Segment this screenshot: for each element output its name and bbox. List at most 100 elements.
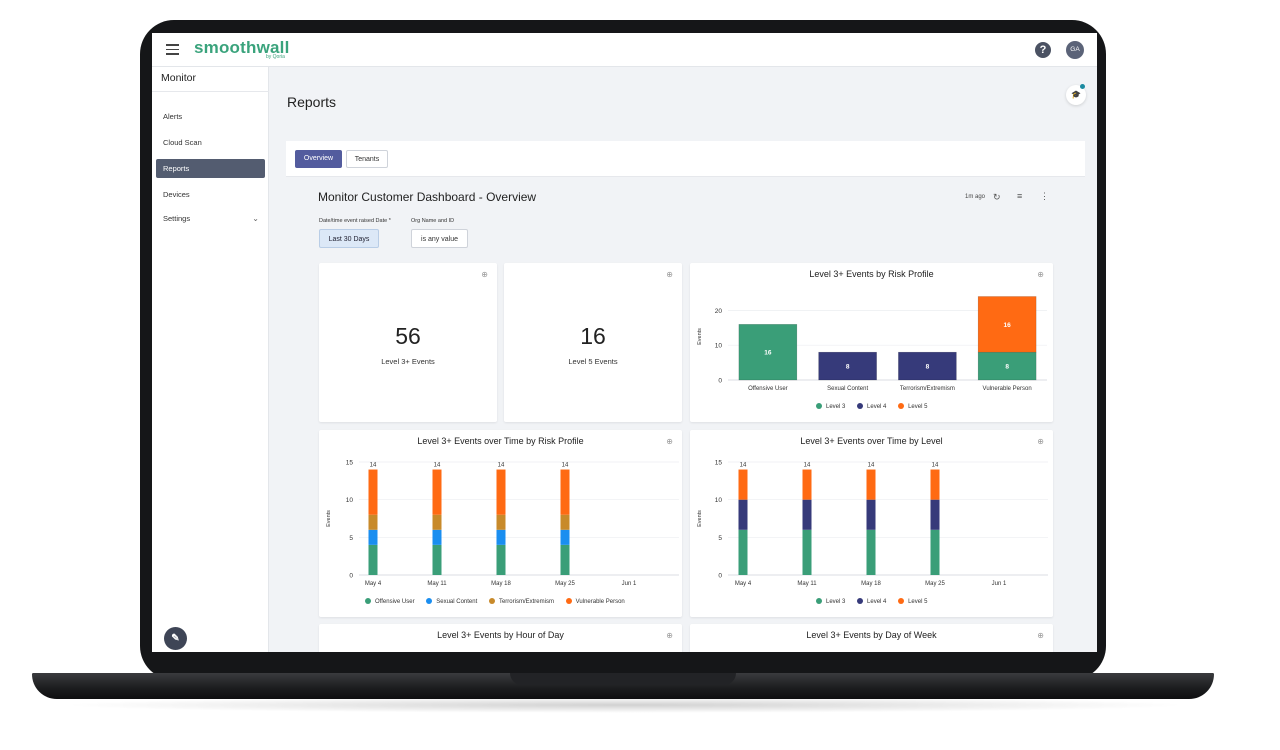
bar-segment [930, 469, 940, 500]
bar-segment [368, 529, 378, 545]
kpi-card-level3: ⊕ 56 Level 3+ Events [319, 263, 497, 422]
x-tick-label: May 4 [735, 581, 752, 587]
chat-support-icon[interactable]: ✎ [164, 627, 187, 650]
y-tick-label: 10 [715, 497, 723, 504]
chart-card-time-risk-profile: Level 3+ Events over Time by Risk Profil… [319, 430, 682, 617]
bar-segment [432, 514, 442, 530]
x-tick-label: May 11 [427, 581, 447, 587]
y-axis-label: Events [697, 328, 703, 345]
legend-item: Level 4 [857, 598, 887, 605]
total-label: 14 [434, 463, 441, 469]
bar-segment [560, 469, 570, 515]
x-tick-label: May 18 [861, 581, 881, 587]
brand-subtitle: by Qoria [266, 54, 285, 60]
kpi-card-level5: ⊕ 16 Level 5 Events [504, 263, 682, 422]
bar-segment [496, 544, 506, 575]
bar-segment [738, 469, 748, 500]
y-tick-label: 10 [715, 343, 723, 350]
total-label: 14 [932, 463, 939, 469]
sidebar-divider [152, 91, 269, 92]
data-label: 8 [1005, 364, 1009, 371]
bar-segment [977, 296, 1037, 353]
chart-title: Level 3+ Events by Risk Profile [809, 269, 934, 279]
bar-segment [738, 324, 798, 381]
kpi-label: Level 5 Events [568, 357, 618, 366]
menu-icon[interactable] [166, 44, 179, 55]
tab-tenants[interactable]: Tenants [346, 150, 388, 168]
globe-icon[interactable]: ⊕ [1037, 437, 1044, 446]
legend-item: Level 3 [816, 403, 845, 410]
sidebar-item-label: Devices [163, 190, 190, 199]
sidebar-item-reports[interactable]: Reports [156, 159, 265, 178]
sidebar-item-label: Alerts [163, 112, 183, 121]
time-level-bar-chart: 0 5 10 15 Events 14 May 4 14 May 11 14 May 18 14 May… [697, 460, 1048, 587]
bar-segment [802, 529, 812, 575]
data-label: 16 [1004, 322, 1012, 329]
chart-title: Level 3+ Events by Day of Week [806, 630, 937, 640]
chart-title: Level 3+ Events by Hour of Day [437, 630, 564, 640]
sidebar-item-devices[interactable]: Devices [156, 185, 265, 204]
bar-segment [368, 544, 378, 575]
y-tick-label: 10 [346, 497, 354, 504]
bar-segment [432, 529, 442, 545]
legend-label: Offensive User [375, 599, 415, 605]
total-label: 14 [562, 463, 569, 469]
y-axis-label: Events [326, 510, 332, 527]
legend-label: Vulnerable Person [575, 599, 625, 605]
legend-swatch [365, 598, 371, 604]
sidebar-item-cloud-scan[interactable]: Cloud Scan [156, 133, 265, 152]
refresh-icon[interactable]: ↻ [993, 192, 1001, 202]
legend-label: Terrorism/Extremism [498, 599, 554, 605]
graduation-cap-icon[interactable]: 🎓 [1066, 85, 1086, 105]
globe-icon[interactable]: ⊕ [666, 270, 673, 279]
chart-legend: Level 3 Level 4 Level 5 [816, 598, 937, 605]
org-filter-button[interactable]: is any value [411, 229, 468, 248]
x-tick-label: May 4 [365, 581, 382, 587]
legend-swatch [857, 598, 864, 604]
total-label: 14 [868, 463, 875, 469]
filter-icon[interactable]: ≡ [1017, 191, 1023, 201]
globe-icon[interactable]: ⊕ [666, 437, 673, 446]
sidebar-item-alerts[interactable]: Alerts [156, 107, 265, 126]
legend-item: Level 4 [857, 403, 886, 410]
bar-segment [738, 529, 748, 575]
legend-label: Level 4 [867, 599, 887, 605]
bar-segment [560, 514, 570, 530]
x-tick-label: May 25 [925, 581, 945, 587]
legend-item: Vulnerable Person [565, 598, 625, 605]
legend-swatch [565, 598, 572, 604]
bar-segment [930, 499, 940, 530]
help-icon[interactable]: ? [1035, 42, 1051, 58]
date-filter-button[interactable]: Last 30 Days [319, 229, 379, 248]
x-tick-label: May 11 [797, 581, 817, 587]
bar-segment [368, 514, 378, 530]
sidebar-item-label: Reports [163, 164, 190, 173]
sidebar: Monitor Alerts Cloud Scan Reports Device… [152, 67, 269, 652]
globe-icon[interactable]: ⊕ [666, 631, 673, 640]
bar-segment [738, 499, 748, 530]
brand-logo[interactable]: smoothwall [194, 38, 290, 57]
x-tick-label: Jun 1 [992, 581, 1007, 587]
bar-segment [432, 469, 442, 515]
chevron-down-icon: ⌄ [252, 214, 259, 223]
sidebar-item-label: Cloud Scan [163, 138, 202, 147]
filter-label-org: Org Name and ID [411, 218, 455, 224]
globe-icon[interactable]: ⊕ [1037, 631, 1044, 640]
x-tick-label: Offensive User [748, 386, 788, 392]
y-tick-label: 5 [718, 535, 722, 542]
avatar[interactable]: GA [1066, 41, 1084, 59]
sidebar-item-settings[interactable]: Settings ⌄ [156, 209, 265, 228]
legend-item: Level 5 [898, 598, 927, 605]
kpi-label: Level 3+ Events [381, 357, 435, 366]
globe-icon[interactable]: ⊕ [481, 270, 488, 279]
y-tick-label: 15 [346, 460, 354, 467]
bar-segment [866, 499, 876, 530]
more-options-icon[interactable]: ⋮ [1040, 191, 1049, 201]
data-label: 16 [764, 350, 772, 357]
tab-overview[interactable]: Overview [295, 150, 342, 168]
data-label: 8 [846, 364, 850, 371]
x-tick-label: Sexual Content [827, 386, 868, 392]
globe-icon[interactable]: ⊕ [1037, 270, 1044, 279]
bar-segment [898, 351, 957, 381]
risk-profile-bar-chart: 0 10 20 Events 16 Offensive User 8 Sexual Conte… [697, 296, 1047, 392]
